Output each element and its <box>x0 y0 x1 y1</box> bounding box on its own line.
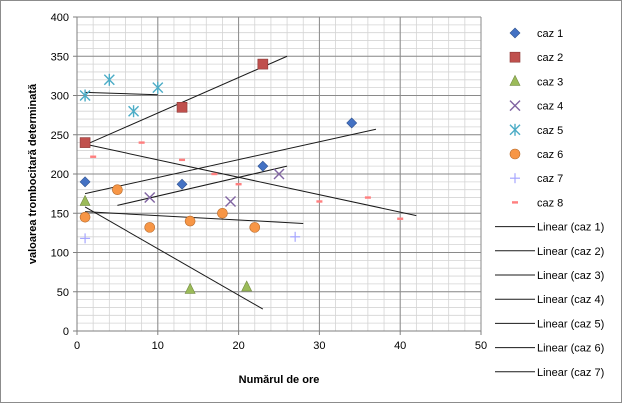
y-tick-label: 100 <box>51 248 69 260</box>
legend-marker <box>509 123 521 136</box>
data-point <box>290 231 301 242</box>
y-tick-label: 0 <box>63 326 69 338</box>
legend-label: caz 5 <box>537 125 563 137</box>
x-axis-label: Numărul de ore <box>239 374 320 386</box>
data-points <box>79 58 404 294</box>
data-point <box>184 282 196 294</box>
data-point <box>79 211 91 223</box>
tick-labels: 0 10 20 30 40 50 0 50 100 150 200 250 300 350 400 <box>51 12 487 352</box>
data-point <box>90 155 97 158</box>
data-point <box>364 196 371 199</box>
data-point <box>397 217 404 220</box>
legend-label: Linear (caz 5) <box>537 318 604 330</box>
data-point <box>138 141 145 144</box>
legend-marker <box>509 148 521 160</box>
data-point <box>346 117 358 129</box>
x-tick-label: 30 <box>313 340 325 352</box>
legend-label: caz 6 <box>537 149 563 161</box>
data-point <box>80 233 91 244</box>
trendline <box>84 143 417 217</box>
data-point <box>79 89 91 102</box>
legend-label: caz 7 <box>537 173 563 185</box>
x-tick-label: 50 <box>475 340 487 352</box>
data-point <box>103 73 115 86</box>
x-tick-label: 20 <box>232 340 244 352</box>
trendline <box>117 165 288 206</box>
data-point <box>112 184 123 195</box>
data-point <box>273 168 285 180</box>
legend-label: caz 3 <box>537 76 563 88</box>
data-point <box>79 194 91 206</box>
x-tick-label: 10 <box>152 340 164 352</box>
data-point <box>249 222 261 233</box>
y-tick-label: 300 <box>51 91 69 103</box>
data-point <box>79 137 91 148</box>
gridlines <box>76 16 482 332</box>
y-tick-label: 50 <box>57 287 69 299</box>
data-point <box>128 105 140 118</box>
legend-marker <box>509 27 521 39</box>
y-axis-label: valoarea trombocitară determinată <box>27 83 39 264</box>
data-point <box>257 160 269 172</box>
trendline <box>84 206 264 310</box>
data-point <box>176 178 188 190</box>
legend-label: caz 8 <box>537 197 563 209</box>
legend-marker <box>510 173 520 184</box>
y-tick-label: 150 <box>51 208 69 220</box>
legend-label: caz 4 <box>537 101 563 113</box>
legend-label: Linear (caz 2) <box>537 246 604 258</box>
trendline <box>85 91 158 96</box>
y-tick-label: 250 <box>51 130 69 142</box>
data-point <box>79 176 91 188</box>
data-point <box>241 280 253 292</box>
legend-label: Linear (caz 6) <box>537 343 604 355</box>
trendline <box>84 55 288 146</box>
data-point <box>179 158 186 162</box>
legend-label: caz 2 <box>537 52 563 64</box>
data-point <box>235 183 242 186</box>
legend-label: Linear (caz 1) <box>537 222 604 234</box>
data-point <box>316 200 323 203</box>
data-point <box>184 215 196 227</box>
axes <box>73 16 482 335</box>
y-tick-label: 400 <box>51 12 69 24</box>
data-point <box>211 172 218 176</box>
legend-marker <box>512 201 518 204</box>
data-point <box>144 192 156 204</box>
legend-label: Linear (caz 3) <box>537 270 604 282</box>
data-point <box>152 81 164 94</box>
data-point <box>144 222 156 233</box>
legend-marker <box>509 100 521 112</box>
y-tick-label: 200 <box>51 169 69 181</box>
legend-label: Linear (caz 7) <box>537 367 604 379</box>
legend-label: caz 1 <box>537 28 563 40</box>
data-point <box>217 207 228 219</box>
trendline <box>84 128 377 195</box>
data-point <box>176 101 188 113</box>
trendlines <box>84 55 417 310</box>
legend-marker <box>509 74 521 86</box>
legend-marker <box>509 51 521 63</box>
legend: caz 1 caz 2 caz 3 caz 4 caz 5 caz 6 caz 7 caz 8… <box>495 27 604 379</box>
data-point <box>225 195 237 207</box>
legend-label: Linear (caz 4) <box>537 294 604 306</box>
x-tick-label: 40 <box>394 340 406 352</box>
x-tick-label: 0 <box>74 340 80 352</box>
y-tick-label: 350 <box>51 51 69 63</box>
trendline <box>85 211 304 224</box>
data-point <box>257 58 269 70</box>
